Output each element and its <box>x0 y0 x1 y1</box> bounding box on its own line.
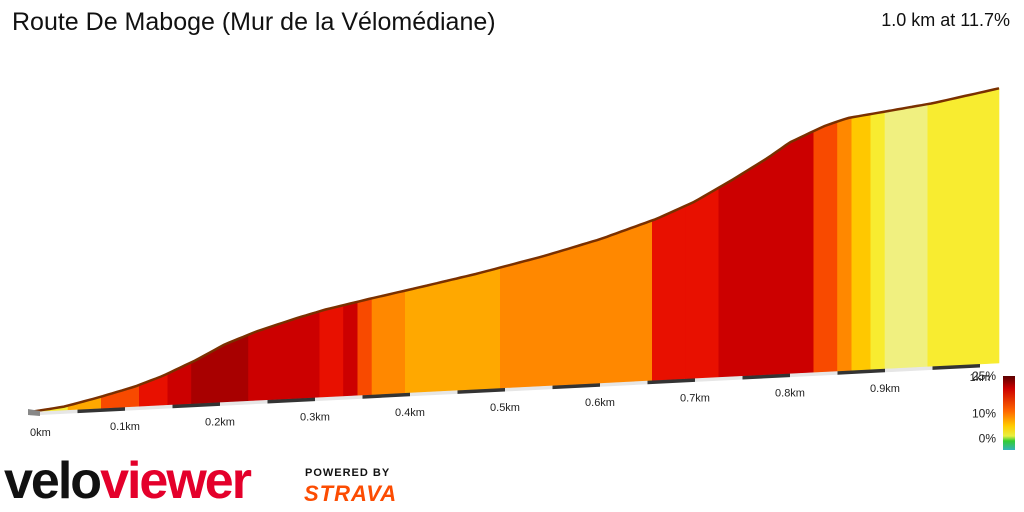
x-tick-label: 0.4km <box>395 407 425 419</box>
gradient-segment <box>319 304 344 398</box>
distance-tick-labels: 0km 0.1km 0.2km 0.3km 0.4km 0.5km 0.6km 0.7km 0.… <box>30 372 990 439</box>
axis-band-segment <box>77 407 125 414</box>
gradient-segment <box>927 98 952 367</box>
gradient-segment <box>357 297 373 396</box>
axis-band-segment <box>932 364 980 370</box>
gradient-segment <box>343 301 359 397</box>
axis-band-segment <box>315 395 363 402</box>
ridge-line <box>29 87 1000 414</box>
x-tick-label: 0.9km <box>870 383 900 395</box>
gradient-segment <box>651 205 686 381</box>
gradient-segment <box>499 245 577 389</box>
gradient-segment <box>101 384 140 409</box>
colorbar-gradient <box>1003 376 1015 450</box>
colorbar-label: 0% <box>979 432 997 446</box>
axis-band-segment <box>362 392 410 399</box>
x-tick-label: 0km <box>30 427 51 439</box>
logo-viewer: viewer <box>100 452 252 510</box>
distance-axis <box>28 364 980 416</box>
gradient-segment <box>718 167 753 378</box>
axis-band-segment <box>647 378 695 385</box>
gradient-segment <box>685 187 720 380</box>
axis-band-segment <box>742 373 790 380</box>
x-tick-label: 0.2km <box>205 416 235 428</box>
powered-by-label: POWERED BY <box>305 467 391 479</box>
axis-band-segment <box>837 368 885 375</box>
axis-band-segment <box>695 376 743 382</box>
colorbar-label: 25% <box>972 369 996 383</box>
axis-band-segment <box>790 371 838 378</box>
gradient-segment <box>751 137 800 376</box>
gradient-segment <box>851 113 872 371</box>
elevation-profile-chart: 0km 0.1km 0.2km 0.3km 0.4km 0.5km 0.6km 0.7km 0.… <box>28 87 1015 450</box>
page-title: Route De Maboge (Mur de la Vélomédiane) <box>12 8 496 36</box>
x-tick-label: 0.8km <box>775 388 805 400</box>
gradient-segment <box>870 111 886 370</box>
svg-text:veloviewer: veloviewer <box>4 452 252 510</box>
axis-band-segment <box>220 400 268 406</box>
gradient-segment <box>276 310 321 400</box>
axis-band-segment <box>410 390 458 397</box>
axis-band-segment <box>457 388 505 394</box>
axis-band-segment <box>552 383 600 390</box>
axis-band-segment <box>885 366 933 373</box>
strava-logo: STRAVA <box>304 481 398 506</box>
climb-summary: 1.0 km at 11.7% <box>881 10 1010 30</box>
gradient-segment <box>404 275 468 394</box>
axis-band-segment <box>267 397 315 404</box>
axis-band-segment <box>505 385 553 392</box>
axis-band-segment <box>125 404 173 411</box>
x-tick-label: 1km <box>970 372 991 384</box>
x-tick-label: 0.7km <box>680 392 710 404</box>
colorbar-labels: 25%10%0%-10%-25% <box>972 369 997 446</box>
x-tick-label: 0.6km <box>585 397 615 409</box>
gradient-colorbar <box>1003 376 1015 450</box>
x-tick-label: 0.5km <box>490 402 520 414</box>
gradient-segment <box>799 130 815 374</box>
gradient-segment <box>466 267 501 391</box>
axis-start-cap <box>28 409 40 416</box>
gradient-segment <box>837 117 853 372</box>
logo-velo: velo <box>4 452 100 510</box>
gradient-segment <box>248 324 278 402</box>
gradient-segment <box>951 87 1000 366</box>
gradient-segment <box>371 290 406 396</box>
profile-ridge <box>29 87 1000 414</box>
x-tick-label: 0.1km <box>110 421 140 433</box>
veloviewer-logo: veloviewer <box>4 452 254 510</box>
axis-band-segment <box>600 380 648 387</box>
gradient-segment <box>813 121 838 373</box>
axis-band-segment <box>30 409 78 416</box>
x-tick-label: 0.3km <box>300 412 330 424</box>
axis-band-segment <box>172 402 220 409</box>
gradient-segment <box>575 219 653 385</box>
gradient-segment <box>191 334 249 405</box>
colorbar-label: 10% <box>972 407 996 421</box>
gradient-segment <box>884 103 929 370</box>
gradient-segments <box>29 87 1000 413</box>
